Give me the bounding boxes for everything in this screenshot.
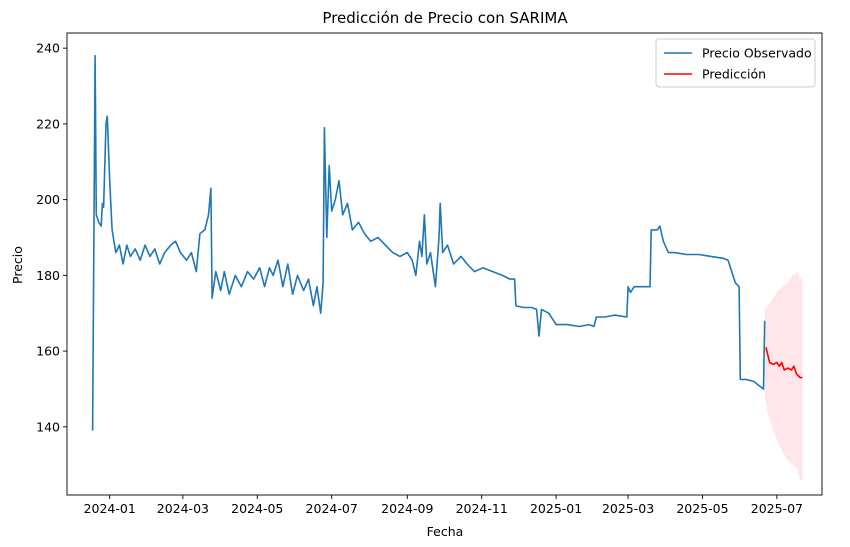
legend-box [655, 38, 816, 88]
x-tick-label: 2025-01 [530, 501, 582, 516]
y-tick-label: 220 [36, 116, 60, 131]
x-axis-label: Fecha [427, 524, 464, 539]
plot-area: 2024-01 2024-03 2024-05 2024-07 2024-09 2024-… [36, 32, 823, 516]
x-tick-label: 2025-05 [676, 501, 728, 516]
y-axis-label: Precio [10, 246, 25, 284]
y-tick-label: 180 [36, 268, 60, 283]
confidence-band [764, 271, 803, 480]
chart-title: Predicción de Precio con SARIMA [322, 9, 568, 27]
y-tick-label: 240 [36, 41, 60, 56]
x-tick-label: 2025-07 [751, 501, 803, 516]
legend-label: Predicción [702, 67, 766, 82]
x-tick-label: 2024-09 [381, 501, 433, 516]
x-tick-label: 2025-03 [602, 501, 654, 516]
series-line-observed [91, 54, 766, 431]
x-tick-label: 2024-05 [231, 501, 283, 516]
series-line-prediction [765, 347, 803, 379]
x-tick-label: 2024-03 [157, 501, 209, 516]
y-tick-label: 200 [36, 192, 60, 207]
x-tick-label: 2024-07 [306, 501, 358, 516]
legend: Precio Observado Predicción [655, 38, 816, 88]
x-tick-label: 2024-11 [456, 501, 508, 516]
y-tick-label: 140 [36, 419, 60, 434]
legend-label: Precio Observado [702, 46, 812, 61]
y-tick-label: 160 [36, 344, 60, 359]
x-tick-label: 2024-01 [84, 501, 136, 516]
axes-frame [66, 32, 823, 496]
